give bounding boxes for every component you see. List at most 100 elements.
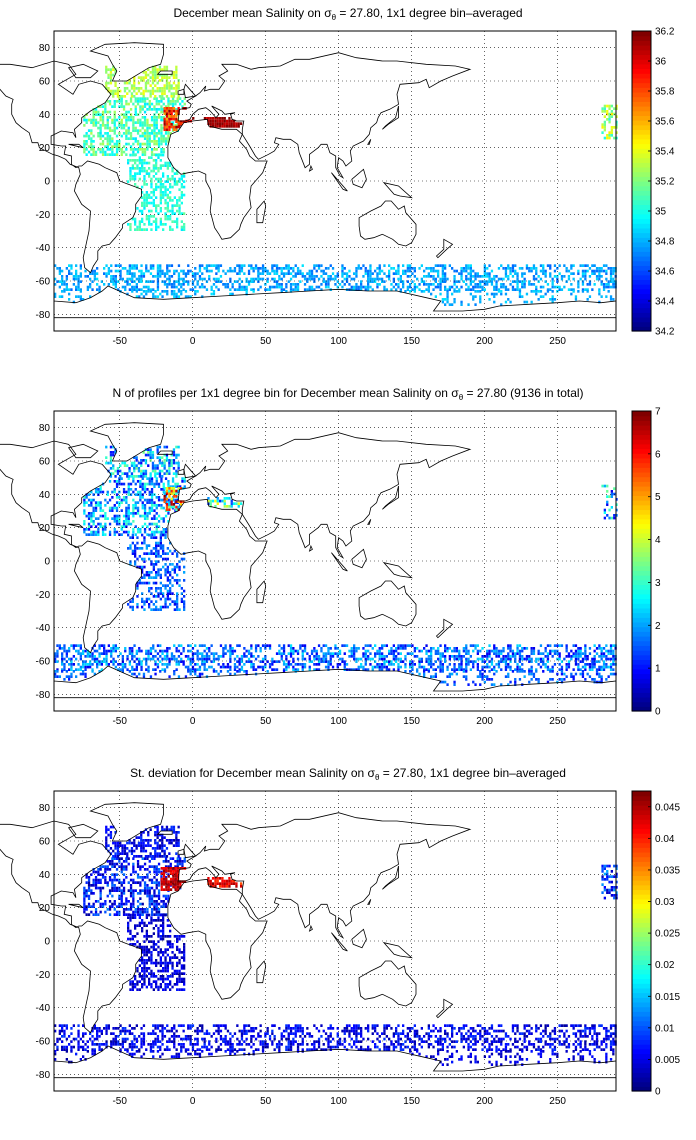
data-cell	[591, 264, 594, 267]
data-cell	[294, 649, 297, 653]
data-cell	[535, 657, 538, 661]
data-cell	[70, 264, 73, 267]
data-cell	[121, 285, 124, 289]
data-cell	[166, 665, 169, 669]
data-cell	[155, 576, 158, 579]
data-cell	[593, 678, 596, 681]
data-cell	[247, 269, 251, 273]
data-cell	[165, 81, 169, 85]
data-cell	[141, 493, 144, 496]
data-cell	[224, 644, 227, 647]
data-cell	[196, 272, 199, 275]
data-cell	[111, 517, 114, 520]
data-cell	[134, 161, 137, 165]
data-cell	[125, 110, 128, 114]
data-cell	[147, 269, 150, 273]
data-cell	[334, 275, 337, 278]
data-cell	[205, 264, 209, 267]
data-cell	[345, 275, 349, 278]
data-cell	[565, 668, 568, 671]
data-cell	[165, 112, 169, 115]
data-cell	[134, 560, 137, 563]
data-cell	[245, 670, 248, 673]
data-cell	[159, 220, 162, 223]
data-cell	[177, 280, 181, 283]
data-cell	[500, 660, 503, 663]
data-cell	[168, 81, 171, 85]
data-cell	[369, 663, 372, 666]
data-cell	[608, 118, 611, 121]
data-cell	[150, 156, 153, 159]
data-cell	[229, 269, 232, 273]
data-cell	[101, 150, 105, 154]
data-cell	[106, 100, 109, 103]
data-cell	[388, 649, 391, 653]
data-cell	[212, 264, 216, 267]
data-cell	[275, 269, 279, 273]
data-cell	[164, 514, 168, 518]
data-cell	[83, 522, 86, 526]
data-cell	[581, 280, 585, 283]
data-cell	[173, 204, 176, 207]
data-cell	[155, 549, 158, 553]
data-cell	[162, 193, 165, 197]
data-cell	[168, 663, 171, 666]
data-cell	[530, 290, 533, 293]
data-cell	[336, 280, 339, 283]
colorbar-segment	[632, 35, 651, 41]
data-cell	[99, 113, 102, 116]
data-cell	[122, 490, 126, 494]
data-cell	[404, 663, 407, 666]
data-cell	[154, 290, 157, 293]
data-cell	[381, 655, 384, 658]
data-cell	[168, 675, 171, 678]
data-cell	[444, 657, 447, 661]
data-cell	[603, 136, 606, 140]
data-cell	[129, 536, 132, 539]
data-cell	[532, 647, 536, 650]
data-cell	[453, 680, 456, 684]
data-cell	[106, 145, 109, 148]
data-cell	[120, 525, 123, 528]
data-cell	[65, 285, 68, 289]
data-cell	[558, 678, 561, 681]
data-cell	[479, 285, 482, 289]
data-cell	[156, 87, 159, 90]
data-cell	[453, 668, 456, 671]
data-cell	[113, 528, 116, 531]
data-cell	[118, 145, 121, 148]
data-cell	[210, 660, 213, 663]
data-cell	[381, 668, 384, 671]
data-cell	[155, 480, 158, 483]
data-cell	[143, 105, 147, 108]
data-cell	[469, 660, 472, 663]
data-cell	[441, 665, 444, 669]
data-cell	[143, 223, 146, 226]
data-cell	[72, 277, 75, 281]
data-cell	[465, 668, 468, 671]
data-cell	[133, 267, 136, 270]
data-cell	[147, 464, 150, 467]
data-cell	[160, 504, 163, 507]
data-cell	[155, 536, 158, 539]
data-cell	[127, 129, 130, 132]
data-cell	[107, 81, 110, 85]
data-cell	[537, 657, 540, 661]
data-cell	[469, 275, 472, 278]
data-cell	[85, 142, 88, 146]
data-cell	[87, 512, 91, 515]
data-cell	[173, 608, 176, 611]
data-cell	[296, 283, 300, 286]
data-cell	[313, 663, 316, 666]
colorbar-segment	[632, 467, 651, 473]
colorbar-segment	[632, 551, 651, 557]
data-cell	[444, 288, 447, 291]
data-cell	[155, 164, 158, 167]
data-cell	[131, 153, 134, 157]
data-cell	[65, 655, 68, 658]
data-cell	[147, 451, 150, 454]
data-cell	[608, 107, 611, 110]
data-cell	[146, 498, 149, 502]
data-cell	[210, 269, 213, 273]
data-cell	[152, 280, 155, 283]
